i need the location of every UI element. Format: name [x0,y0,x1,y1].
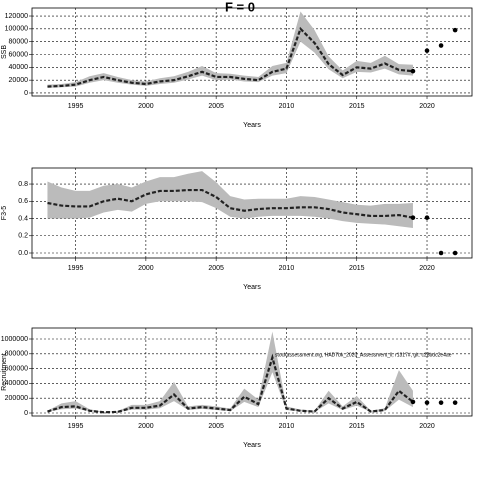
x-tick-label: 2010 [279,423,295,430]
projection-point [410,215,416,220]
y-tick-label: 20000 [9,77,29,84]
y-tick-label: 0 [24,410,28,417]
y-tick-label: 800000 [5,351,28,358]
x-tick-label: 2000 [138,265,154,272]
y-tick-label: 80000 [9,39,29,46]
projection-point [410,399,416,405]
x-axis-label: Years [243,442,261,449]
projection-point [438,250,444,256]
projection-point [424,48,430,53]
estimate-line [47,353,414,414]
x-tick-label: 2020 [419,265,435,272]
x-tick-label: 2005 [208,423,224,430]
x-tick-label: 2005 [208,265,224,272]
x-tick-label: 1995 [68,265,84,272]
y-tick-label: 200000 [5,395,28,402]
y-axis-label: SSB [1,45,8,59]
y-tick-label: 0.2 [18,233,28,240]
y-tick-label: 100000 [5,26,28,33]
y-tick-label: 600000 [5,365,28,372]
confidence-band [47,171,413,228]
projection-point [452,27,458,33]
x-tick-label: 2015 [349,423,365,430]
chart-title: F = 0 [225,0,255,14]
x-tick-label: 2000 [138,103,154,110]
estimate-line [47,26,414,88]
y-tick-label: 0.4 [18,215,28,222]
annotation: stockassessment.org, HAD7bk_2020_Assessm… [275,352,452,358]
x-tick-label: 1995 [68,423,84,430]
x-tick-label: 2020 [419,103,435,110]
x-tick-label: 2000 [138,423,154,430]
y-tick-label: 400000 [5,380,28,387]
y-tick-label: 0.0 [18,250,28,257]
x-tick-label: 2020 [419,423,435,430]
confidence-band [47,11,413,88]
x-tick-label: 1995 [68,103,84,110]
x-axis-label: Years [243,122,261,129]
y-axis-label: F3-5 [1,206,8,221]
y-tick-label: 120000 [5,13,28,20]
y-tick-label: 0.8 [18,181,28,188]
projection-point [452,400,458,405]
y-tick-label: 1000000 [1,336,28,343]
x-tick-label: 2015 [349,103,365,110]
projection-point [424,400,430,405]
projection-point [452,250,458,256]
y-axis-label: Recruitment [1,353,8,391]
plot-frame [31,7,473,97]
projection-point [424,215,430,220]
y-tick-label: 0.6 [18,198,28,205]
x-tick-label: 2015 [349,265,365,272]
x-axis-label: Years [243,284,261,291]
projection-point [410,68,416,74]
x-tick-label: 2010 [279,265,295,272]
projection-point [438,43,444,48]
plot-frame [31,327,473,417]
y-tick-label: 40000 [9,64,29,71]
x-tick-label: 2005 [208,103,224,110]
x-tick-label: 2010 [279,103,295,110]
plot-frame [31,167,473,259]
y-tick-label: 60000 [9,51,29,58]
estimate-line [47,188,414,219]
y-tick-label: 0 [24,90,28,97]
confidence-band [47,331,413,413]
projection-point [438,400,444,405]
